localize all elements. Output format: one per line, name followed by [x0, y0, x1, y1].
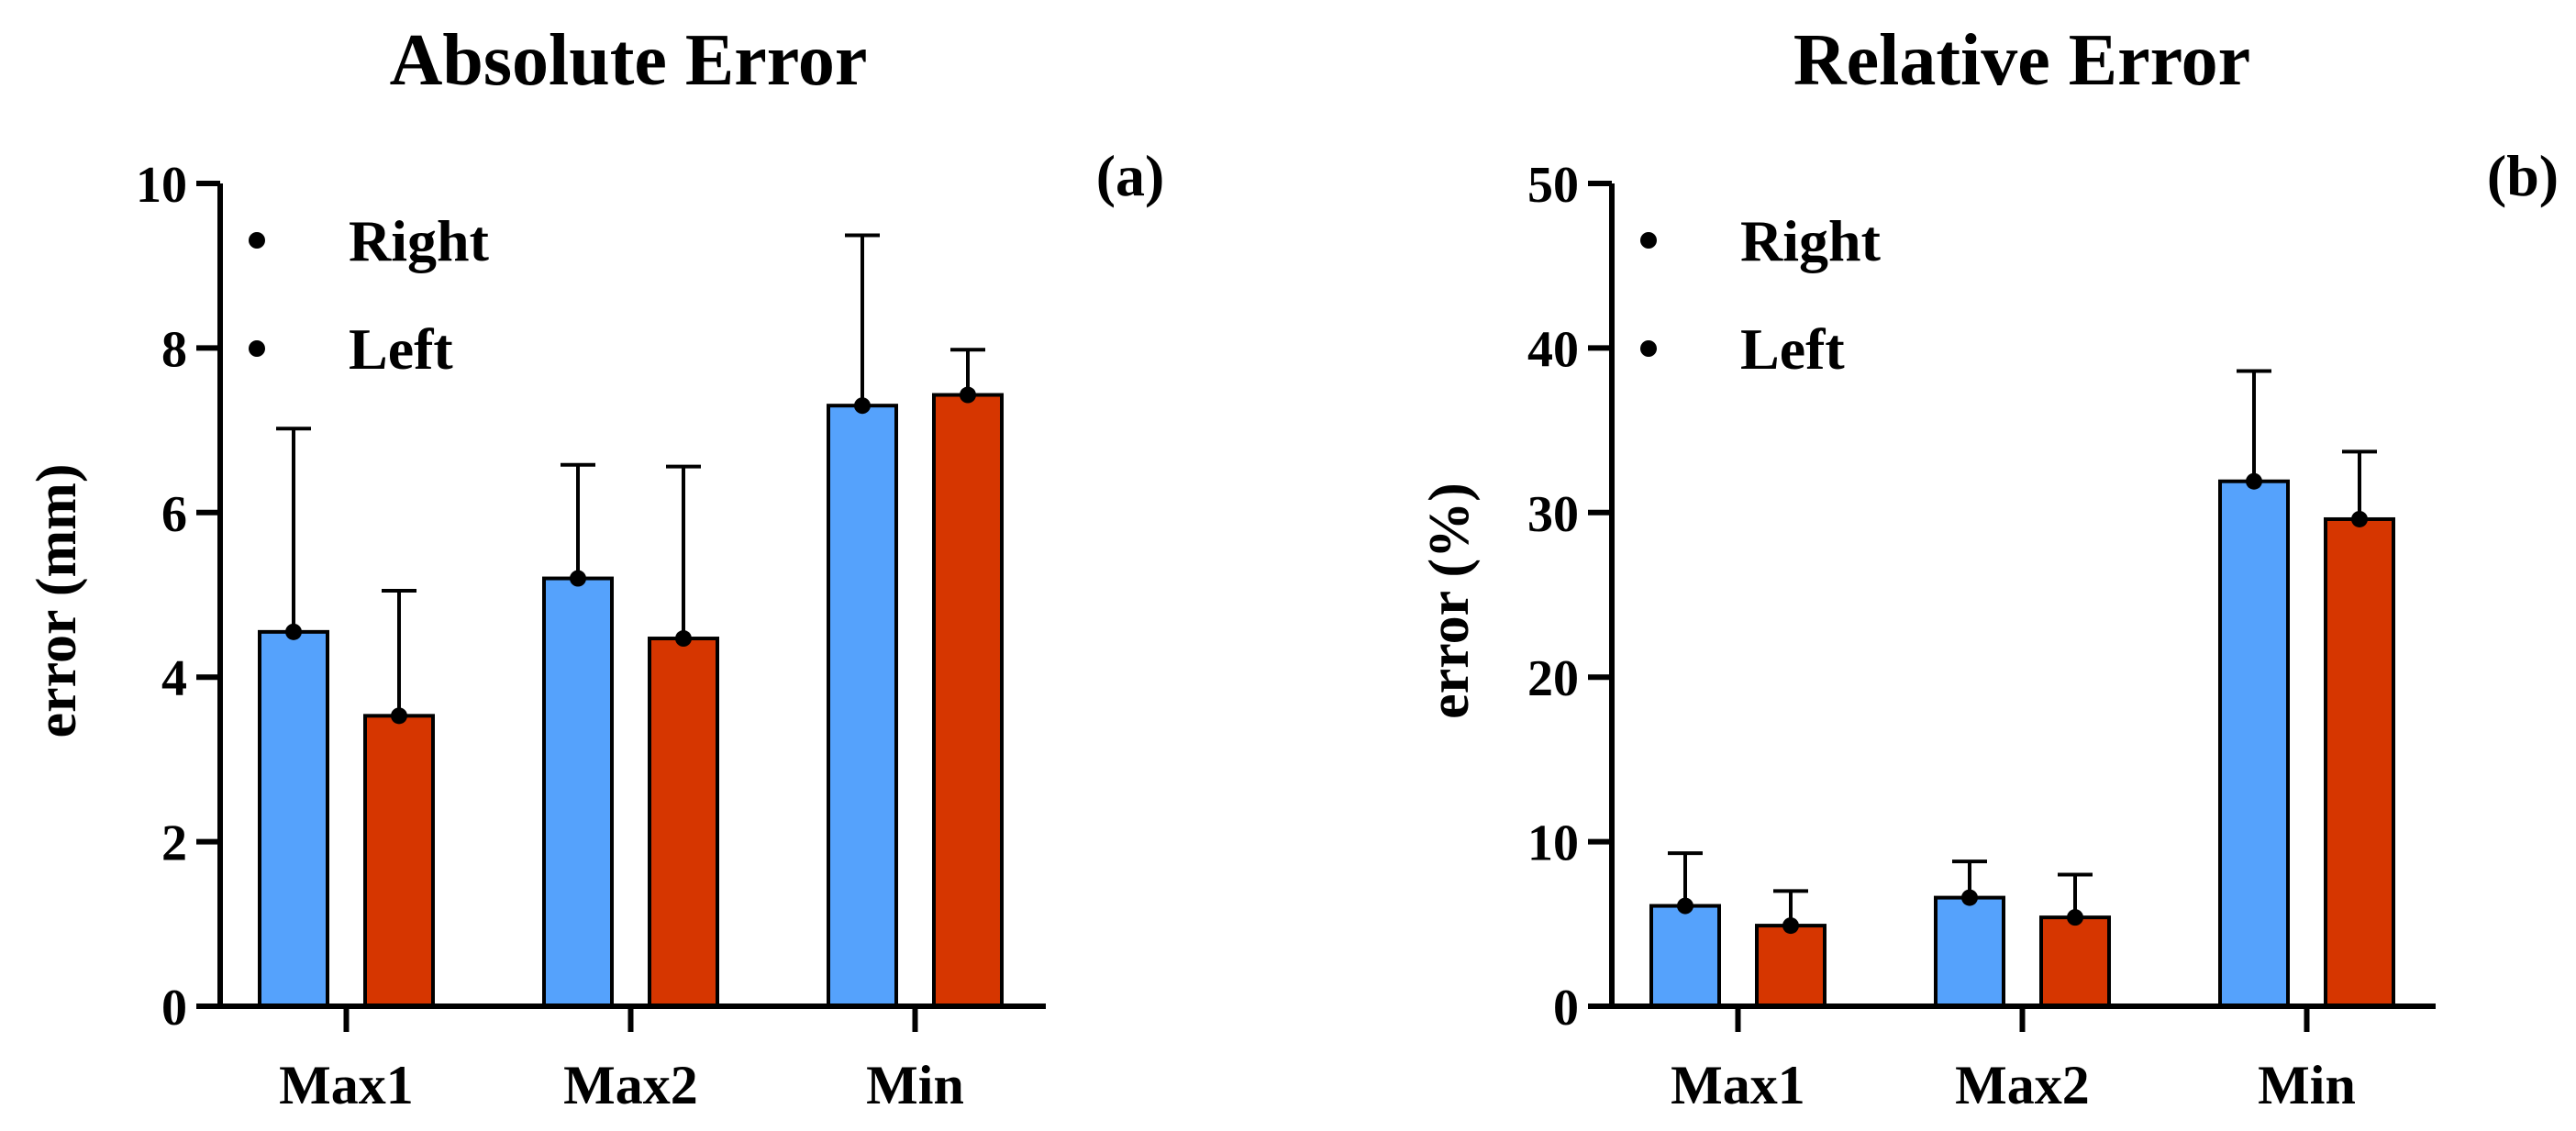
- mean-point: [2351, 510, 2368, 527]
- legend-label-right: Right: [349, 208, 490, 273]
- legend-label-right: Right: [1740, 208, 1882, 273]
- x-tick-label: Max1: [279, 1055, 414, 1115]
- legend-marker-left: [1640, 340, 1657, 357]
- mean-point: [854, 397, 871, 415]
- y-axis-label: error (%): [1418, 482, 1481, 719]
- plot-area: 0 10 20 30 40 50 Max1 Max2 Min: [1527, 157, 2436, 1115]
- bar-right-max1: [1649, 904, 1721, 1008]
- y-tick-label: 4: [161, 650, 187, 707]
- mean-point: [2067, 909, 2083, 926]
- legend: Right Left: [249, 208, 490, 382]
- legend: Right Left: [1640, 208, 1882, 382]
- y-tick-label: 10: [136, 157, 187, 214]
- chart-title: Relative Error: [1793, 20, 2250, 101]
- bar-left-max2: [2039, 915, 2111, 1009]
- legend-label-left: Left: [1740, 316, 1845, 382]
- x-tick-label: Max2: [1955, 1055, 2090, 1115]
- y-tick-label: 8: [161, 321, 187, 378]
- y-tick-label: 20: [1527, 650, 1579, 707]
- panel-label: (a): [1096, 143, 1165, 208]
- panel-label: (b): [2487, 143, 2559, 208]
- y-tick-label: 50: [1527, 157, 1579, 214]
- bar-right-min: [827, 404, 898, 1008]
- bar-left-max1: [363, 714, 435, 1008]
- x-tick-label: Max1: [1671, 1055, 1805, 1115]
- bar-left-min: [932, 393, 1004, 1008]
- panel-a: Absolute Error (a) error (mm) Right Left…: [26, 20, 1164, 1115]
- bar-right-max1: [258, 629, 329, 1008]
- mean-point: [285, 623, 302, 640]
- bar-right-max2: [1934, 895, 2005, 1009]
- legend-marker-right: [249, 232, 265, 249]
- panel-b: Relative Error (b) error (%) Right Left …: [1418, 20, 2559, 1115]
- mean-point: [1782, 917, 1799, 935]
- mean-point: [960, 386, 976, 404]
- x-tick-label: Min: [866, 1055, 964, 1115]
- y-tick-label: 2: [161, 815, 187, 872]
- mean-point: [675, 630, 692, 648]
- chart-title: Absolute Error: [390, 20, 868, 101]
- mean-point: [2246, 472, 2262, 490]
- y-tick-label: 10: [1527, 815, 1579, 872]
- bar-left-min: [2324, 516, 2395, 1008]
- bar-right-min: [2218, 479, 2290, 1008]
- mean-point: [391, 707, 407, 725]
- mean-point: [1677, 897, 1693, 915]
- y-axis-label: error (mm): [26, 464, 88, 738]
- y-tick-label: 6: [161, 486, 187, 543]
- y-tick-label: 0: [1553, 980, 1579, 1037]
- x-tick-label: Max2: [563, 1055, 698, 1115]
- y-tick-label: 40: [1527, 321, 1579, 378]
- mean-point: [570, 570, 586, 587]
- mean-point: [1961, 889, 1978, 906]
- bar-left-max2: [648, 637, 719, 1009]
- y-tick-label: 0: [161, 980, 187, 1037]
- bar-left-max1: [1755, 924, 1827, 1008]
- bar-right-max2: [542, 576, 614, 1008]
- x-tick-label: Min: [2258, 1055, 2356, 1115]
- plot-area: 0 2 4 6 8 10 Max1 Max2 Min: [136, 157, 1046, 1115]
- legend-marker-right: [1640, 232, 1657, 249]
- y-tick-label: 30: [1527, 486, 1579, 543]
- legend-marker-left: [249, 340, 265, 357]
- legend-label-left: Left: [349, 316, 453, 382]
